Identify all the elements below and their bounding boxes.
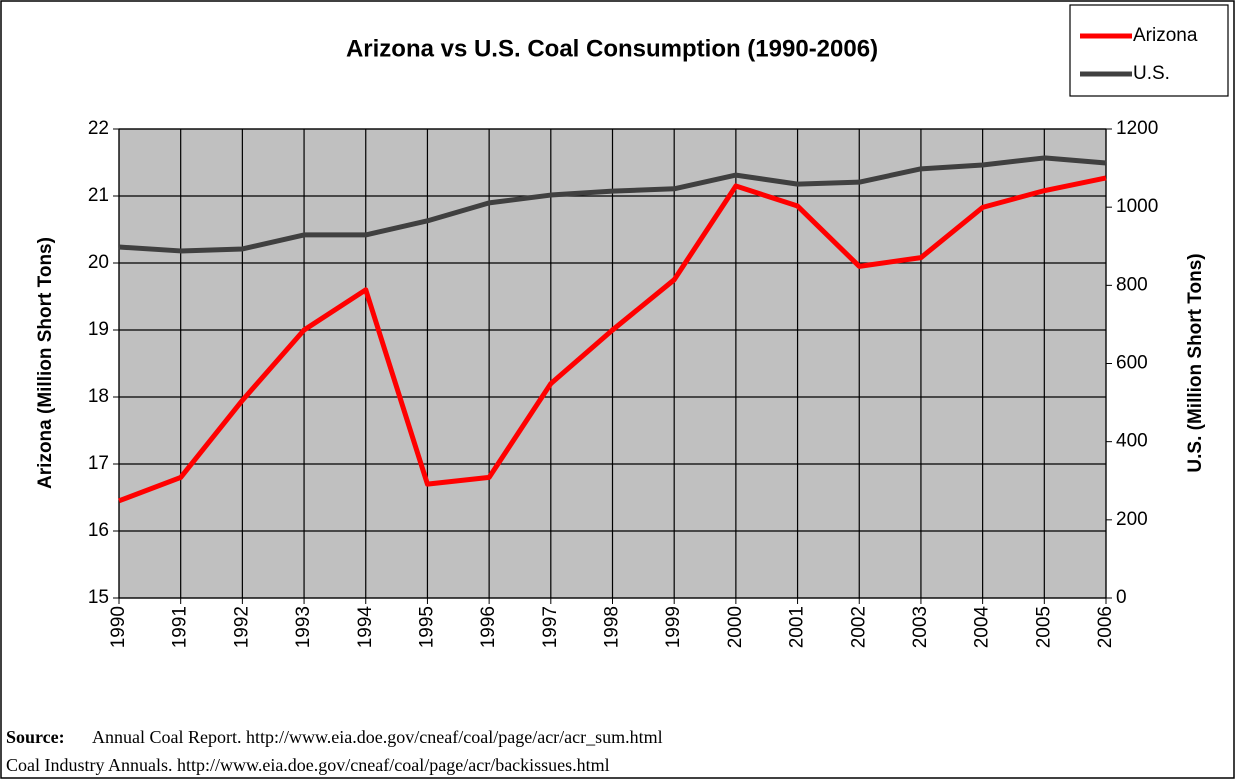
x-tick-label: 2005	[1033, 606, 1054, 648]
source-line: Coal Industry Annuals. http://www.eia.do…	[6, 755, 610, 775]
plot-border	[118, 128, 1107, 599]
y2-tick-label: 200	[1116, 509, 1148, 530]
y-tick-label: 21	[88, 185, 109, 206]
legend-label: U.S.	[1133, 63, 1170, 84]
x-tick-label: 1991	[170, 606, 191, 648]
source-line: Annual Coal Report. http://www.eia.doe.g…	[92, 727, 663, 747]
y-tick-label: 17	[88, 453, 109, 474]
source-label: Source:	[6, 727, 65, 747]
y-tick-label: 16	[88, 520, 109, 541]
x-tick-label: 1999	[663, 606, 684, 648]
y-tick-label: 18	[88, 386, 109, 407]
x-tick-label: 1997	[540, 606, 561, 648]
y2-tick-label: 0	[1116, 587, 1127, 608]
x-tick-label: 2002	[848, 606, 869, 648]
y-tick-label: 20	[88, 252, 109, 273]
x-tick-label: 1998	[602, 606, 623, 648]
x-tick-label: 1990	[108, 606, 129, 648]
x-tick-label: 2001	[787, 606, 808, 648]
legend-box	[1069, 4, 1229, 97]
legend-label: Arizona	[1133, 25, 1198, 46]
y2-tick-label: 1200	[1116, 118, 1158, 139]
x-tick-label: 2003	[910, 606, 931, 648]
x-tick-label: 2004	[972, 606, 993, 649]
x-tick-label: 2006	[1095, 606, 1116, 648]
chart-title: Arizona vs U.S. Coal Consumption (1990-2…	[346, 35, 878, 62]
series-line	[118, 155, 1107, 254]
y-tick-label: 19	[88, 319, 109, 340]
y2-tick-label: 600	[1116, 353, 1148, 374]
x-tick-label: 1992	[231, 606, 252, 648]
x-tick-label: 2000	[725, 606, 746, 648]
y2-tick-label: 800	[1116, 274, 1148, 295]
x-tick-label: 1993	[293, 606, 314, 648]
y-tick-label: 15	[88, 587, 109, 608]
y2-tick-label: 1000	[1116, 196, 1158, 217]
x-tick-label: 1996	[478, 606, 499, 648]
y2-axis-title: U.S. (Million Short Tons)	[1185, 253, 1206, 472]
x-tick-label: 1995	[416, 606, 437, 648]
y2-tick-label: 400	[1116, 431, 1148, 452]
y-tick-label: 22	[88, 118, 109, 139]
series-line	[118, 175, 1107, 504]
x-tick-label: 1994	[355, 606, 376, 649]
y-axis-title: Arizona (Million Short Tons)	[35, 237, 56, 489]
